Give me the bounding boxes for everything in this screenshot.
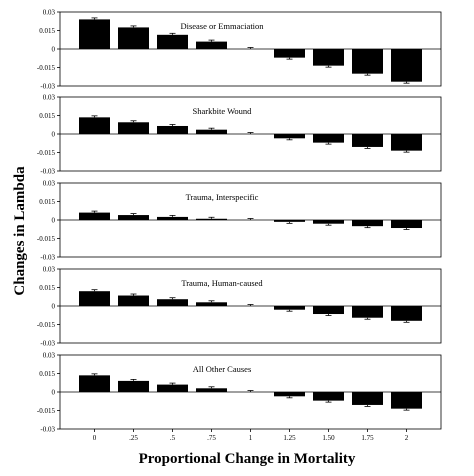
y-tick-label: 0.015 — [39, 284, 55, 292]
y-tick-label: 0.015 — [39, 27, 55, 35]
x-axis: 0 .25 .5 .75 1 1.25 1.50 1.75 2 — [93, 429, 409, 442]
bar — [196, 388, 227, 392]
x-tick-label: 1.75 — [361, 434, 374, 442]
bar — [118, 295, 149, 306]
bar — [352, 49, 383, 74]
bar — [391, 306, 422, 321]
y-tick-label: 0 — [52, 389, 56, 397]
panel-title: Sharkbite Wound — [193, 106, 253, 116]
bar — [79, 291, 110, 306]
bar — [313, 392, 344, 401]
panel-title: Disease or Emmaciation — [180, 21, 264, 31]
x-tick-label: .5 — [170, 434, 176, 442]
bar — [391, 392, 422, 409]
y-tick-label: 0.015 — [39, 198, 55, 206]
x-tick-label: 1 — [249, 434, 253, 442]
y-tick-label: -0.03 — [40, 83, 55, 91]
x-tick-label: 1.25 — [283, 434, 296, 442]
bar — [274, 49, 305, 58]
bar — [352, 220, 383, 227]
bar — [391, 134, 422, 151]
x-tick-label: 0 — [93, 434, 97, 442]
y-tick-label: -0.015 — [37, 149, 56, 157]
panel-5: 0.03 0.015 0 -0.015 -0.03 All Other Causes — [37, 352, 442, 434]
x-tick-label: 1.50 — [322, 434, 335, 442]
bar — [157, 125, 188, 134]
y-tick-label: 0.03 — [43, 180, 56, 188]
bar — [313, 134, 344, 143]
bar — [157, 216, 188, 220]
x-tick-label: 2 — [405, 434, 409, 442]
panel-1: 0.03 0.015 0 -0.015 -0.03 Disease or Emmaciat… — [37, 9, 442, 91]
panel-title: All Other Causes — [193, 364, 252, 374]
panel-title: Trauma, Interspecific — [186, 192, 259, 202]
bar — [79, 375, 110, 392]
y-tick-label: 0.03 — [43, 9, 56, 17]
panels-layer: 0.03 0.015 0 -0.015 -0.03 Disease or Emmaciat… — [37, 9, 442, 434]
y-tick-label: 0.03 — [43, 266, 56, 274]
bar — [118, 380, 149, 392]
y-tick-label: -0.015 — [37, 407, 56, 415]
y-tick-label: -0.03 — [40, 340, 55, 348]
y-tick-label: -0.03 — [40, 254, 55, 262]
y-tick-label: 0 — [52, 46, 56, 54]
x-tick-label: .75 — [207, 434, 216, 442]
bar — [79, 212, 110, 220]
bar — [352, 134, 383, 147]
bar — [313, 220, 344, 224]
panel-title: Trauma, Human-caused — [181, 278, 263, 288]
bar — [118, 122, 149, 134]
bar — [391, 49, 422, 82]
bar — [196, 302, 227, 306]
panel-4: 0.03 0.015 0 -0.015 -0.03 Trauma, Human-cause… — [37, 266, 442, 348]
y-tick-label: -0.03 — [40, 168, 55, 176]
bar — [274, 306, 305, 310]
bar — [196, 218, 227, 220]
bar — [313, 49, 344, 66]
bar — [79, 19, 110, 49]
y-tick-label: 0.03 — [43, 352, 56, 360]
bar — [157, 384, 188, 392]
y-tick-label: 0 — [52, 217, 56, 225]
bar — [196, 129, 227, 134]
bar — [118, 215, 149, 220]
panel-2: 0.03 0.015 0 -0.015 -0.03 Sharkbite Wound — [37, 94, 442, 176]
y-tick-label: 0 — [52, 303, 56, 311]
y-tick-label: -0.015 — [37, 235, 56, 243]
y-tick-label: 0.03 — [43, 94, 56, 102]
bar — [79, 117, 110, 134]
y-tick-label: 0.015 — [39, 370, 55, 378]
y-tick-label: -0.03 — [40, 426, 55, 434]
bar — [352, 306, 383, 318]
bar — [118, 27, 149, 49]
y-tick-label: -0.015 — [37, 64, 56, 72]
y-tick-label: 0.015 — [39, 112, 55, 120]
bar — [196, 41, 227, 49]
panel-3: 0.03 0.015 0 -0.015 -0.03 Trauma, Interspecif… — [37, 180, 442, 262]
y-tick-label: -0.015 — [37, 321, 56, 329]
bar — [157, 34, 188, 49]
y-tick-label: 0 — [52, 131, 56, 139]
bar — [274, 134, 305, 139]
bar — [352, 392, 383, 405]
bar — [391, 220, 422, 229]
bar — [274, 220, 305, 222]
bar — [157, 299, 188, 306]
x-tick-label: .25 — [129, 434, 138, 442]
y-axis-title: Changes in Lambda — [12, 166, 28, 296]
bar — [313, 306, 344, 315]
bar — [274, 392, 305, 397]
x-axis-title: Proportional Change in Mortality — [139, 451, 356, 467]
